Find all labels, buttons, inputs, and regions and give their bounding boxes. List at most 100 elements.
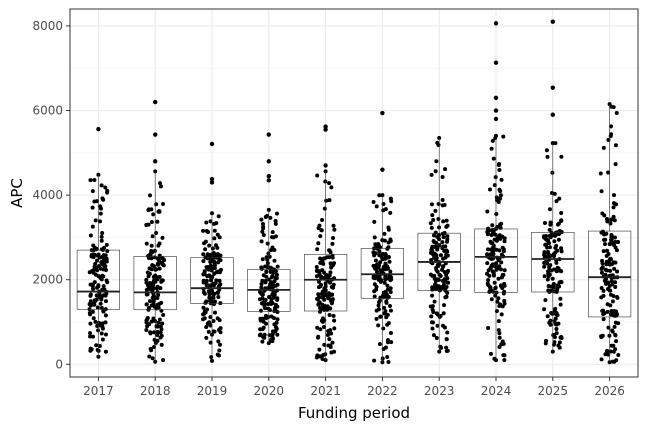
data-point — [317, 347, 322, 352]
data-point — [328, 328, 333, 333]
data-point — [373, 258, 378, 263]
data-point — [100, 321, 105, 326]
data-point — [90, 309, 95, 314]
data-point — [156, 256, 161, 261]
data-point — [598, 171, 603, 176]
data-point — [325, 255, 330, 260]
data-point — [262, 335, 267, 340]
box — [76, 249, 120, 310]
data-point — [99, 247, 104, 252]
data-point — [429, 172, 434, 177]
data-point — [552, 191, 557, 196]
jitter-points — [87, 19, 621, 365]
data-point — [90, 189, 95, 194]
data-point — [490, 138, 495, 143]
data-point — [608, 268, 613, 273]
data-point — [156, 305, 161, 310]
data-point — [152, 248, 157, 253]
data-point — [96, 284, 101, 289]
data-point — [328, 298, 333, 303]
data-point — [433, 278, 438, 283]
data-point — [210, 246, 215, 251]
data-point — [498, 193, 503, 198]
data-point — [332, 349, 337, 354]
data-point — [154, 286, 159, 291]
data-point — [550, 311, 555, 316]
data-point — [215, 252, 220, 257]
data-point — [212, 271, 217, 276]
data-point — [444, 272, 449, 277]
data-point — [273, 302, 278, 307]
data-point — [615, 312, 620, 317]
data-point — [494, 309, 499, 314]
data-point — [216, 214, 221, 219]
data-point — [319, 291, 324, 296]
data-point — [429, 258, 434, 263]
data-point — [444, 285, 449, 290]
data-point — [201, 272, 206, 277]
data-point — [493, 232, 498, 237]
data-point — [444, 349, 449, 354]
data-point — [324, 198, 329, 203]
data-point — [545, 277, 550, 282]
data-point — [158, 286, 163, 291]
data-point — [497, 248, 502, 253]
data-point — [492, 280, 497, 285]
data-point — [207, 243, 212, 248]
data-point — [275, 332, 280, 337]
data-point — [202, 241, 207, 246]
data-point — [213, 310, 217, 315]
data-point — [265, 214, 270, 219]
outlier-point — [323, 163, 328, 168]
data-point — [433, 230, 438, 235]
data-point — [208, 340, 213, 345]
data-point — [613, 333, 618, 338]
data-point — [332, 227, 337, 232]
data-point — [91, 286, 96, 291]
data-point — [323, 179, 328, 184]
data-point — [100, 262, 105, 267]
outlier-point — [493, 21, 499, 26]
data-point — [381, 326, 386, 331]
data-point — [557, 340, 562, 345]
data-point — [205, 274, 210, 279]
data-point — [494, 261, 499, 266]
data-point — [94, 199, 99, 204]
data-point — [375, 269, 379, 274]
data-point — [90, 283, 95, 288]
data-point — [332, 326, 337, 331]
data-point — [147, 322, 152, 327]
data-point — [429, 202, 434, 207]
data-point — [383, 345, 388, 350]
data-point — [544, 148, 549, 153]
data-point — [209, 267, 214, 272]
data-point — [436, 202, 441, 207]
data-point — [612, 218, 617, 223]
outlier-point — [493, 95, 499, 101]
data-point — [542, 307, 547, 312]
data-point — [554, 199, 559, 204]
data-point — [489, 247, 494, 252]
data-point — [440, 203, 445, 208]
data-point — [446, 268, 451, 273]
data-point — [497, 303, 502, 308]
data-point — [430, 273, 435, 278]
data-point — [372, 358, 377, 363]
data-point — [261, 319, 266, 324]
data-point — [211, 329, 216, 334]
data-point — [88, 348, 93, 353]
data-point — [258, 308, 263, 313]
data-point — [384, 299, 389, 304]
x-tick-label: 2018 — [140, 384, 171, 398]
data-point — [558, 302, 563, 307]
data-point — [613, 320, 618, 325]
data-point — [315, 247, 320, 252]
data-point — [611, 343, 616, 348]
data-point — [542, 274, 547, 279]
data-point — [149, 319, 154, 324]
data-point — [609, 217, 614, 222]
data-point — [550, 276, 555, 281]
data-point — [610, 299, 615, 304]
data-point — [387, 259, 392, 264]
data-point — [268, 282, 273, 287]
